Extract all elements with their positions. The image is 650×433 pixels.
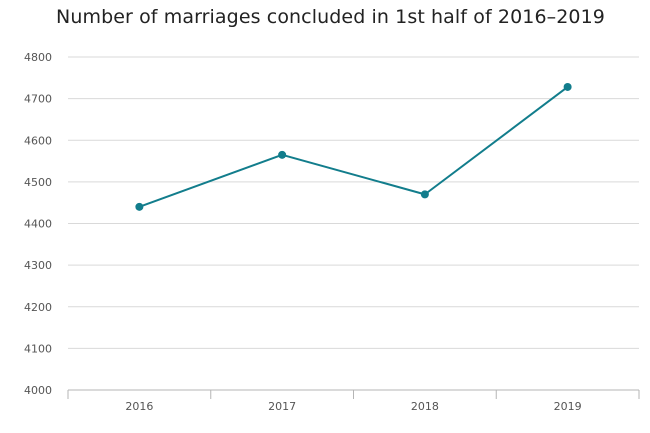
y-tick-label: 4800 (24, 51, 52, 64)
y-tick-label: 4200 (24, 301, 52, 314)
y-tick-label: 4100 (24, 342, 52, 355)
y-tick-label: 4700 (24, 93, 52, 106)
x-tick-label: 2018 (411, 400, 439, 413)
x-tick-label: 2016 (125, 400, 153, 413)
y-tick-label: 4000 (24, 384, 52, 397)
data-point[interactable] (278, 150, 287, 159)
data-point[interactable] (135, 202, 144, 211)
y-tick-label: 4500 (24, 176, 52, 189)
x-axis: 2016 2017 2018 2019 (67, 389, 640, 413)
x-tick-label: 2019 (554, 400, 582, 413)
gridlines (68, 56, 639, 349)
y-tick-label: 4300 (24, 259, 52, 272)
chart-title: Number of marriages concluded in 1st hal… (56, 6, 605, 28)
x-tick-label: 2017 (268, 400, 296, 413)
data-point[interactable] (420, 190, 429, 199)
data-point[interactable] (563, 82, 572, 91)
series-line (139, 86, 569, 208)
y-axis-tick-labels: 4000 4100 4200 4300 4400 4500 4600 4700 4800 (24, 51, 52, 397)
y-tick-label: 4600 (24, 134, 52, 147)
series-layer (135, 82, 572, 211)
y-tick-label: 4400 (24, 218, 52, 231)
